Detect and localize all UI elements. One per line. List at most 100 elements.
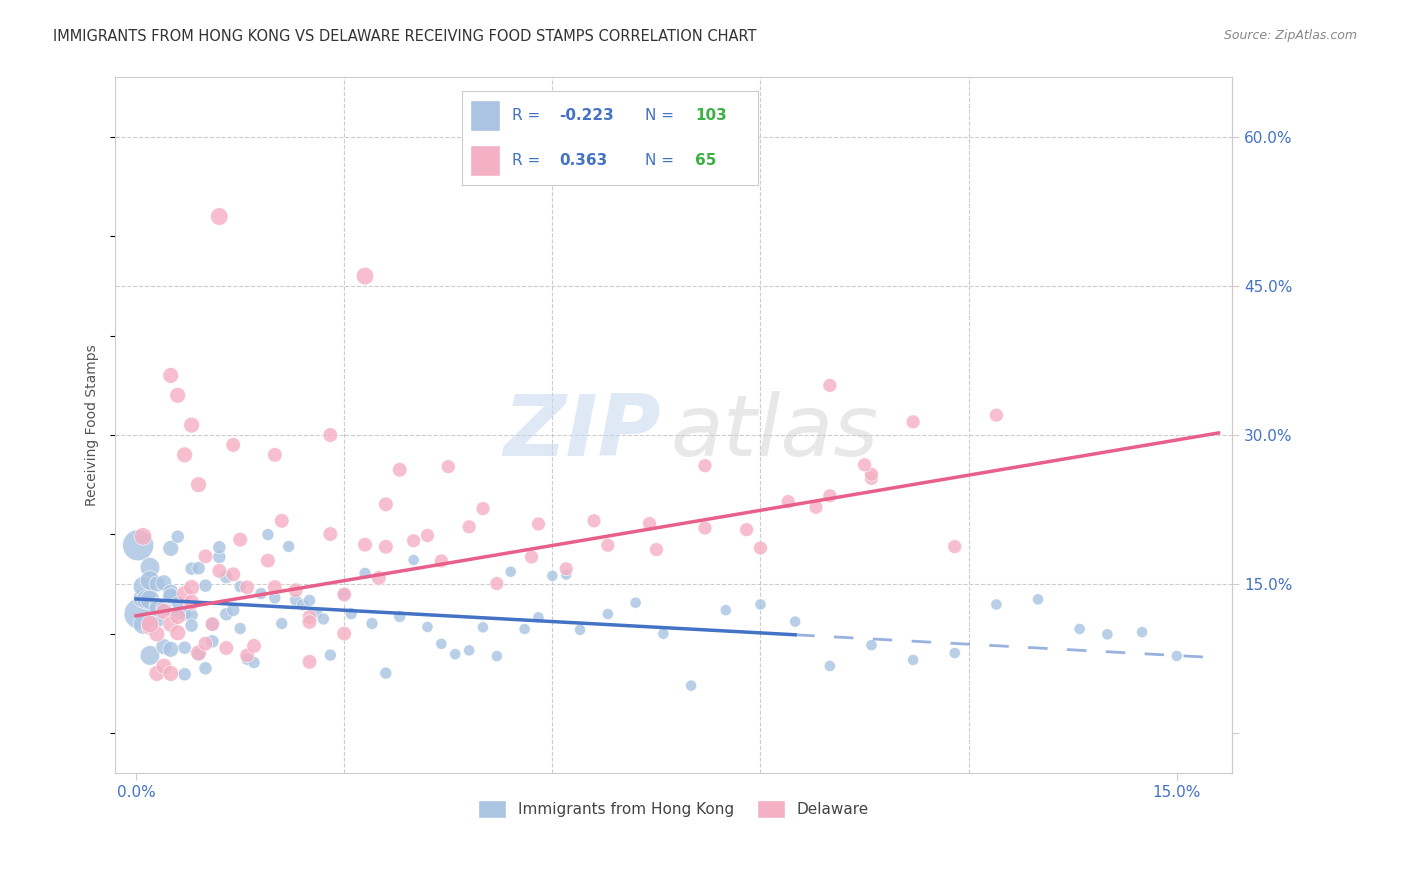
Point xyxy=(527,610,550,624)
Point xyxy=(513,622,536,636)
Point xyxy=(430,637,453,651)
Point xyxy=(215,607,238,622)
Point xyxy=(159,590,181,604)
Point xyxy=(236,652,259,666)
Point xyxy=(139,592,162,607)
Point xyxy=(354,566,377,581)
Point xyxy=(180,581,202,595)
Point xyxy=(402,533,425,548)
Point xyxy=(187,648,209,662)
Point xyxy=(818,489,841,503)
Point xyxy=(943,540,966,554)
Point xyxy=(243,656,266,670)
Point xyxy=(645,542,668,557)
Point xyxy=(367,571,389,585)
Point xyxy=(1097,627,1119,641)
Point xyxy=(132,529,155,543)
Point xyxy=(569,623,592,637)
Y-axis label: Receiving Food Stamps: Receiving Food Stamps xyxy=(86,344,100,506)
Point xyxy=(194,549,217,564)
Point xyxy=(166,596,188,610)
Point xyxy=(804,500,827,515)
Point xyxy=(527,516,550,531)
Point xyxy=(208,564,231,578)
Point xyxy=(388,609,411,624)
Point xyxy=(236,648,259,663)
Point xyxy=(374,540,396,554)
Point xyxy=(714,603,737,617)
Point xyxy=(778,494,800,508)
Point xyxy=(284,583,307,598)
Point xyxy=(986,408,1008,422)
Point xyxy=(201,617,224,632)
Point xyxy=(277,540,299,554)
Point xyxy=(284,593,307,607)
Point xyxy=(194,661,217,675)
Point xyxy=(582,514,605,528)
Point xyxy=(270,616,292,631)
Text: Source: ZipAtlas.com: Source: ZipAtlas.com xyxy=(1223,29,1357,42)
Point xyxy=(749,541,772,555)
Point xyxy=(444,647,467,661)
Point xyxy=(943,646,966,660)
Point xyxy=(472,620,495,634)
Point xyxy=(180,595,202,609)
Point xyxy=(693,521,716,535)
Point xyxy=(860,638,883,652)
Point xyxy=(541,569,564,583)
Point xyxy=(1166,648,1188,663)
Point xyxy=(180,608,202,623)
Point xyxy=(472,501,495,516)
Point xyxy=(402,553,425,567)
Point xyxy=(681,679,703,693)
Point xyxy=(229,580,252,594)
Point xyxy=(229,533,252,547)
Point xyxy=(139,560,162,574)
Point xyxy=(173,607,195,622)
Point xyxy=(430,554,453,568)
Point xyxy=(853,458,876,472)
Point xyxy=(153,601,176,615)
Point xyxy=(1026,592,1049,607)
Point xyxy=(166,530,188,544)
Point xyxy=(361,616,384,631)
Point xyxy=(194,579,217,593)
Point xyxy=(180,561,202,575)
Point xyxy=(132,579,155,593)
Point xyxy=(135,592,157,607)
Legend: Immigrants from Hong Kong, Delaware: Immigrants from Hong Kong, Delaware xyxy=(472,795,876,824)
Point xyxy=(785,615,807,629)
Point xyxy=(208,541,231,555)
Point xyxy=(159,541,181,556)
Point xyxy=(520,549,543,564)
Point xyxy=(159,617,181,632)
Point xyxy=(153,659,176,673)
Point xyxy=(860,471,883,485)
Point xyxy=(1069,622,1091,636)
Point xyxy=(298,610,321,624)
Point xyxy=(818,378,841,392)
Text: atlas: atlas xyxy=(671,391,879,474)
Point xyxy=(319,648,342,662)
Point xyxy=(215,640,238,655)
Point xyxy=(146,666,169,681)
Point xyxy=(298,655,321,669)
Point xyxy=(693,458,716,473)
Point xyxy=(153,575,176,590)
Point xyxy=(146,627,169,641)
Point xyxy=(901,653,924,667)
Point xyxy=(437,459,460,474)
Point xyxy=(986,598,1008,612)
Point xyxy=(652,626,675,640)
Point xyxy=(153,605,176,619)
Point xyxy=(319,527,342,541)
Point xyxy=(638,516,661,531)
Point xyxy=(1130,625,1153,640)
Point xyxy=(333,587,356,601)
Point xyxy=(458,520,481,534)
Point xyxy=(901,415,924,429)
Point xyxy=(215,570,238,584)
Point xyxy=(305,606,328,620)
Point xyxy=(735,523,758,537)
Point xyxy=(173,667,195,681)
